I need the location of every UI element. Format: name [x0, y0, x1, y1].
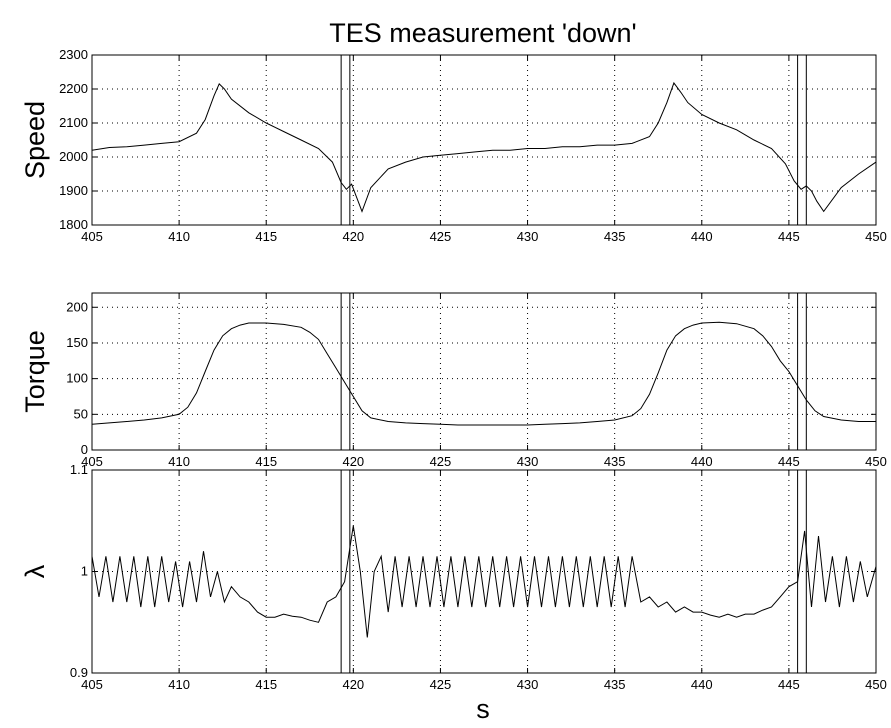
- lambda-x-tick-label: 440: [691, 677, 713, 692]
- lambda-y-tick-label: 0.9: [70, 665, 88, 680]
- lambda-y-axis-label: λ: [20, 564, 50, 578]
- speed-series-line: [91, 81, 877, 213]
- lambda-series-line: [91, 525, 877, 638]
- torque-x-tick-label: 450: [865, 454, 887, 469]
- speed-x-tick-label: 420: [342, 229, 364, 244]
- speed-x-tick-label: 430: [517, 229, 539, 244]
- torque-y-tick-label: 100: [66, 371, 88, 386]
- torque-series-line: [91, 321, 876, 426]
- speed-x-tick-label: 450: [865, 229, 887, 244]
- speed-x-tick-label: 410: [168, 229, 190, 244]
- lambda-x-tick-label: 435: [604, 677, 626, 692]
- lambda-x-tick-label: 420: [342, 677, 364, 692]
- lambda-y-tick-label: 1: [81, 564, 88, 579]
- torque-x-tick-label: 445: [778, 454, 800, 469]
- torque-x-tick-label: 410: [168, 454, 190, 469]
- torque-y-tick-label: 50: [74, 406, 88, 421]
- speed-x-tick-label: 425: [430, 229, 452, 244]
- lambda-x-tick-label: 430: [517, 677, 539, 692]
- torque-y-tick-label: 0: [81, 442, 88, 457]
- speed-x-tick-label: 435: [604, 229, 626, 244]
- lambda-panel: 405 410 415 420 425 430 435 440 445 450 0.9 1 1.1 λ: [20, 462, 887, 692]
- speed-y-tick-label: 2100: [59, 115, 88, 130]
- torque-x-tick-label: 425: [430, 454, 452, 469]
- lambda-x-tick-label: 425: [430, 677, 452, 692]
- lambda-x-tick-label: 410: [168, 677, 190, 692]
- torque-panel: 405 410 415 420 425 430 435 440 445 450 0 50 100 150 2…: [20, 292, 887, 469]
- speed-x-tick-label: 440: [691, 229, 713, 244]
- torque-x-tick-label: 420: [342, 454, 364, 469]
- speed-panel: 405 410 415 420 425 430 435 440 445 450 1800 1900 20…: [20, 47, 887, 244]
- speed-y-axis-label: Speed: [20, 101, 50, 179]
- x-axis-label: s: [476, 694, 490, 724]
- speed-y-tick-label: 2000: [59, 149, 88, 164]
- speed-x-tick-label: 415: [255, 229, 277, 244]
- torque-x-tick-label: 405: [81, 454, 103, 469]
- torque-axes-frame: [91, 292, 877, 451]
- subplots: 405 410 415 420 425 430 435 440 445 450 1800 1900 20…: [20, 47, 887, 692]
- lambda-y-tick-label: 1.1: [70, 462, 88, 477]
- lambda-x-tick-label: 445: [778, 677, 800, 692]
- lambda-axes-frame: [91, 469, 877, 674]
- torque-x-tick-label: 440: [691, 454, 713, 469]
- torque-y-axis-label: Torque: [20, 330, 50, 413]
- speed-y-tick-label: 2200: [59, 81, 88, 96]
- speed-y-tick-label: 1800: [59, 217, 88, 232]
- speed-y-tick-label: 2300: [59, 47, 88, 62]
- lambda-x-tick-label: 415: [255, 677, 277, 692]
- speed-axes-frame: [91, 54, 877, 226]
- speed-y-tick-label: 1900: [59, 183, 88, 198]
- speed-x-tick-label: 445: [778, 229, 800, 244]
- torque-x-tick-label: 430: [517, 454, 539, 469]
- speed-x-tick-label: 405: [81, 229, 103, 244]
- figure-title: TES measurement 'down': [329, 18, 636, 48]
- torque-x-tick-label: 435: [604, 454, 626, 469]
- torque-x-tick-label: 415: [255, 454, 277, 469]
- lambda-x-tick-label: 405: [81, 677, 103, 692]
- torque-y-tick-label: 150: [66, 335, 88, 350]
- lambda-x-tick-label: 450: [865, 677, 887, 692]
- torque-y-tick-label: 200: [66, 299, 88, 314]
